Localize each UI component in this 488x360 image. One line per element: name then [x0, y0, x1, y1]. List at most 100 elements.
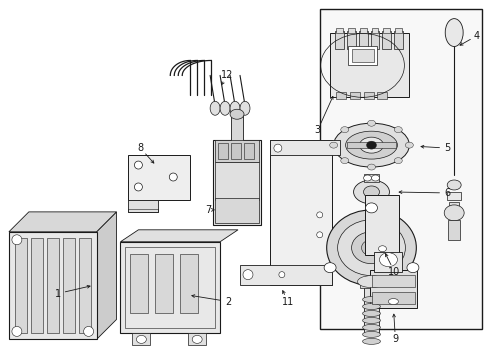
Ellipse shape: [362, 332, 380, 337]
Ellipse shape: [405, 142, 412, 148]
Bar: [215, 162, 259, 200]
Ellipse shape: [345, 131, 397, 159]
Ellipse shape: [278, 272, 285, 278]
Ellipse shape: [136, 336, 146, 343]
Bar: [128, 209, 158, 212]
Ellipse shape: [340, 158, 348, 163]
Bar: [240, 265, 331, 285]
Ellipse shape: [406, 263, 418, 273]
Text: 2: 2: [224, 297, 231, 306]
Ellipse shape: [192, 336, 202, 343]
Bar: [128, 155, 190, 200]
Bar: [188, 333, 206, 345]
Text: 9: 9: [391, 334, 398, 345]
Ellipse shape: [363, 175, 371, 181]
Bar: [79, 238, 90, 333]
Ellipse shape: [316, 232, 322, 238]
Text: 10: 10: [387, 267, 400, 276]
Bar: [230, 143, 241, 159]
Bar: [215, 198, 259, 223]
Ellipse shape: [361, 240, 381, 256]
Ellipse shape: [12, 235, 22, 245]
Bar: [62, 238, 75, 333]
Ellipse shape: [393, 158, 402, 163]
Bar: [346, 142, 396, 148]
Ellipse shape: [367, 120, 375, 126]
Ellipse shape: [83, 327, 93, 336]
Ellipse shape: [134, 183, 142, 191]
Ellipse shape: [229, 101, 240, 115]
Bar: [155, 254, 173, 314]
Bar: [364, 195, 399, 255]
Text: 7: 7: [204, 205, 211, 215]
Bar: [447, 192, 460, 200]
Bar: [382, 31, 390, 49]
Bar: [334, 31, 343, 49]
Bar: [125, 247, 215, 328]
Ellipse shape: [444, 19, 462, 46]
Bar: [369, 270, 416, 307]
Ellipse shape: [379, 253, 397, 267]
Text: 11: 11: [281, 297, 293, 306]
Ellipse shape: [210, 101, 220, 115]
Bar: [448, 202, 458, 209]
Ellipse shape: [337, 220, 405, 276]
Ellipse shape: [340, 127, 348, 132]
Ellipse shape: [326, 210, 415, 285]
Ellipse shape: [366, 141, 376, 149]
Ellipse shape: [443, 205, 463, 221]
Bar: [359, 28, 366, 32]
Ellipse shape: [362, 303, 380, 310]
Text: 1: 1: [55, 289, 61, 298]
Text: 8: 8: [137, 143, 143, 153]
Bar: [363, 92, 373, 99]
Ellipse shape: [362, 324, 380, 330]
Text: 3: 3: [314, 125, 320, 135]
Bar: [335, 92, 345, 99]
Ellipse shape: [12, 327, 22, 336]
Bar: [130, 254, 148, 314]
Ellipse shape: [359, 137, 383, 153]
Bar: [213, 140, 261, 225]
Ellipse shape: [362, 338, 380, 345]
Bar: [132, 333, 150, 345]
Bar: [47, 238, 59, 333]
Ellipse shape: [243, 270, 252, 280]
Text: 6: 6: [443, 188, 449, 198]
Bar: [371, 275, 414, 287]
Bar: [346, 31, 355, 49]
Bar: [329, 32, 408, 97]
Bar: [349, 92, 359, 99]
Ellipse shape: [362, 310, 380, 316]
Bar: [347, 45, 377, 66]
Bar: [269, 140, 339, 155]
Polygon shape: [120, 230, 238, 242]
Ellipse shape: [371, 175, 379, 181]
Bar: [363, 284, 379, 333]
Bar: [269, 140, 331, 285]
Ellipse shape: [378, 246, 386, 252]
Bar: [370, 31, 379, 49]
Ellipse shape: [365, 203, 377, 213]
Bar: [394, 31, 403, 49]
Ellipse shape: [134, 161, 142, 169]
Ellipse shape: [229, 109, 244, 119]
Text: 4: 4: [473, 31, 479, 41]
Ellipse shape: [220, 101, 229, 115]
Ellipse shape: [324, 263, 335, 273]
Bar: [395, 28, 402, 32]
Bar: [9, 232, 96, 339]
Bar: [371, 292, 414, 303]
Bar: [215, 140, 259, 162]
Bar: [244, 143, 253, 159]
Ellipse shape: [329, 142, 337, 148]
Polygon shape: [9, 212, 116, 232]
Ellipse shape: [362, 297, 380, 302]
Bar: [15, 238, 27, 333]
Bar: [319, 9, 481, 329]
Polygon shape: [96, 212, 116, 339]
Bar: [351, 49, 373, 62]
Bar: [363, 174, 379, 182]
Ellipse shape: [447, 180, 460, 190]
Ellipse shape: [362, 318, 380, 323]
